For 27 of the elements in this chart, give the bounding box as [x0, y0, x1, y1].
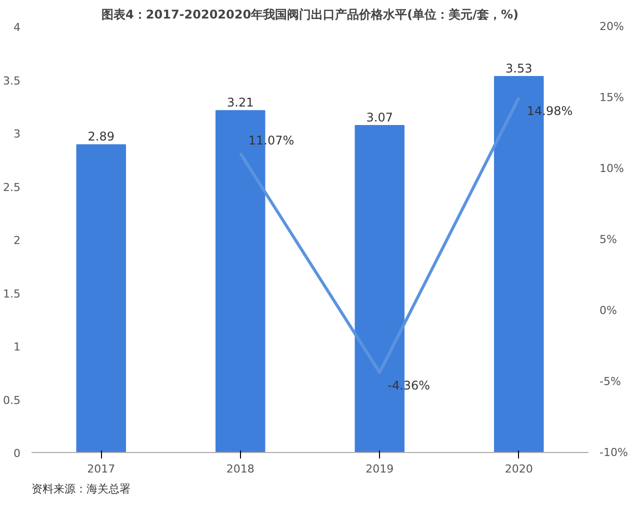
y2-tick-label: 0%	[600, 304, 617, 317]
y-tick-label: 0.5	[3, 394, 21, 407]
y-tick-label: 0	[14, 447, 20, 460]
text: 资料来源：海关总署	[32, 482, 130, 496]
y-tick-label: 4	[14, 21, 20, 34]
y-tick-label: 2	[14, 234, 20, 247]
chart-title: 图表4：2017-20202020年我国阀门出口产品价格水平(单位：美元/套，%)	[102, 8, 518, 22]
y2-tick-label: 5%	[600, 233, 617, 246]
y2-tick-label: 15%	[600, 91, 624, 104]
x-tick-label: 2020	[504, 462, 533, 476]
x-tick-label: 2017	[87, 462, 116, 476]
y2-tick-label: -10%	[600, 446, 628, 459]
data-label: 2.89	[88, 130, 114, 144]
y-tick-label: 2.5	[3, 180, 21, 194]
y2-tick-label: 20%	[600, 20, 624, 33]
y2-tick-label: 10%	[600, 162, 624, 175]
x-tick-label: 2018	[226, 462, 254, 476]
y-tick-label: 3.5	[3, 74, 21, 88]
y2-tick-label: -5%	[600, 375, 621, 388]
x-tick-label: 2019	[366, 462, 394, 476]
y-tick-label: 1	[14, 340, 20, 354]
y-tick-label: 3	[14, 128, 20, 140]
data-label: 3.07	[366, 110, 393, 125]
data-label: 3.53	[506, 62, 532, 76]
bar	[76, 144, 126, 452]
data-label: 3.21	[227, 96, 254, 110]
y-tick-label: 1.5	[3, 287, 21, 300]
